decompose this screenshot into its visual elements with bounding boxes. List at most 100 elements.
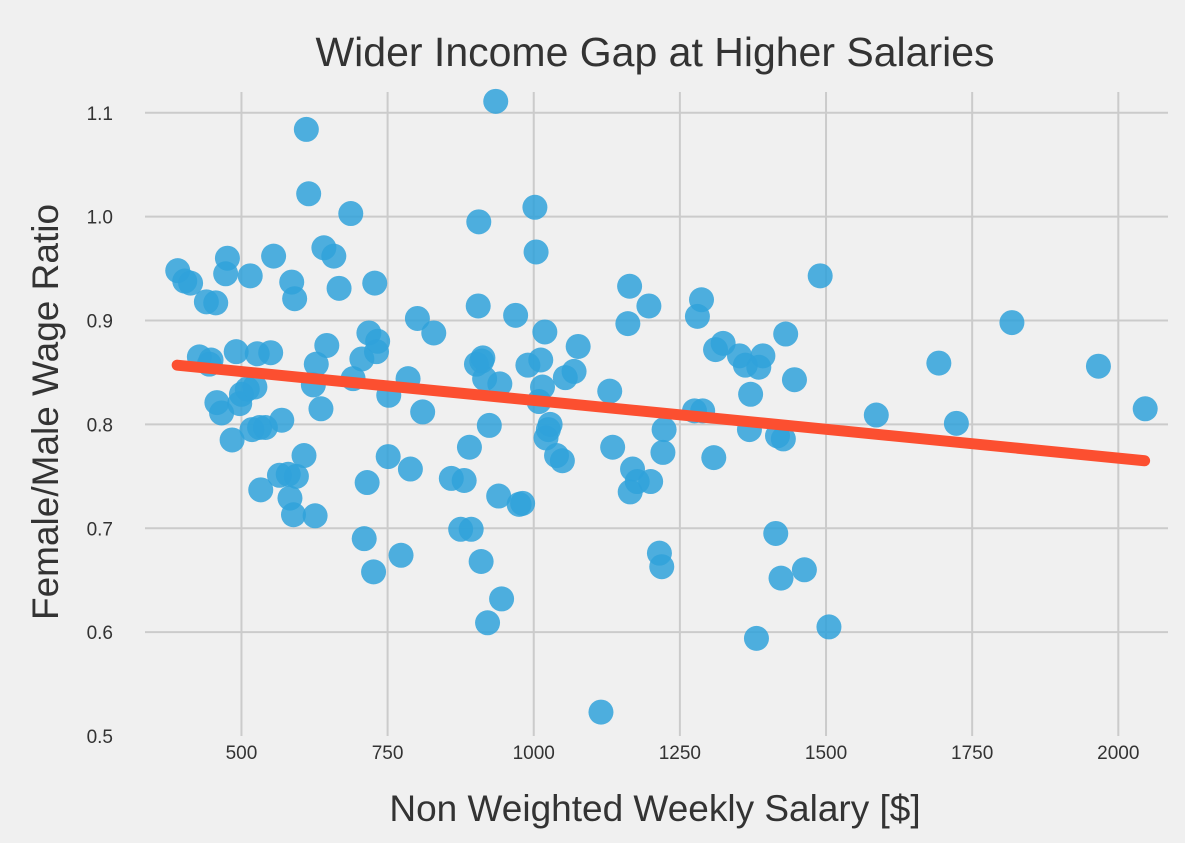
- data-point: [528, 347, 554, 373]
- y-tick-label: 0.6: [87, 623, 113, 644]
- data-point: [701, 445, 727, 471]
- data-point: [475, 610, 501, 636]
- data-point: [282, 286, 308, 312]
- data-point: [261, 243, 287, 269]
- data-point: [223, 339, 249, 365]
- data-point: [522, 194, 548, 220]
- data-point: [532, 319, 558, 345]
- x-axis-ticks: 500 750 1000 1250 1500 1750 2000: [226, 743, 1140, 764]
- data-point: [597, 378, 623, 404]
- data-point: [816, 614, 842, 640]
- data-point: [476, 412, 502, 438]
- data-point: [863, 402, 889, 428]
- data-point: [781, 367, 807, 393]
- data-point: [354, 470, 380, 496]
- data-point: [308, 396, 334, 422]
- data-point: [280, 502, 306, 528]
- data-point: [689, 287, 715, 313]
- data-point: [302, 503, 328, 529]
- data-point: [237, 263, 263, 289]
- data-point: [943, 410, 969, 436]
- data-point: [203, 290, 229, 316]
- y-tick-label: 1.1: [87, 104, 113, 125]
- data-point: [999, 310, 1025, 336]
- data-point: [636, 293, 662, 319]
- data-point: [361, 559, 387, 585]
- data-point: [269, 407, 295, 433]
- data-point: [487, 371, 513, 397]
- data-point: [219, 427, 245, 453]
- data-point: [768, 565, 794, 591]
- data-point: [375, 444, 401, 470]
- data-point: [565, 333, 591, 359]
- scatter-points: [165, 88, 1158, 725]
- data-point: [314, 332, 340, 358]
- data-point: [523, 239, 549, 265]
- data-point: [763, 520, 789, 546]
- data-point: [510, 490, 536, 516]
- y-tick-label: 1.0: [87, 208, 113, 229]
- data-point: [807, 263, 833, 289]
- x-tick-label: 1000: [513, 743, 555, 764]
- y-axis-ticks: 0.5 0.6 0.7 0.8 0.9 1.0 1.1: [87, 104, 113, 748]
- y-tick-label: 0.8: [87, 415, 113, 436]
- data-point: [1085, 353, 1111, 379]
- data-point: [530, 374, 556, 400]
- data-point: [650, 439, 676, 465]
- data-point: [388, 542, 414, 568]
- data-point: [638, 469, 664, 495]
- x-tick-label: 1250: [659, 743, 701, 764]
- trend-line: [171, 359, 1151, 467]
- y-tick-label: 0.9: [87, 312, 113, 333]
- data-point: [214, 245, 240, 271]
- data-point: [326, 275, 352, 301]
- y-tick-label: 0.7: [87, 519, 113, 540]
- data-point: [651, 417, 677, 443]
- data-point: [456, 434, 482, 460]
- data-point: [561, 358, 587, 384]
- data-point: [421, 320, 447, 346]
- data-point: [468, 548, 494, 574]
- data-point: [365, 328, 391, 354]
- data-point: [615, 311, 641, 337]
- data-point: [588, 699, 614, 725]
- chart-title: Wider Income Gap at Higher Salaries: [315, 29, 994, 75]
- data-point: [258, 340, 284, 366]
- data-point: [486, 483, 512, 509]
- data-point: [503, 302, 529, 328]
- data-point: [1132, 396, 1158, 422]
- data-point: [248, 477, 274, 503]
- data-point: [465, 293, 491, 319]
- data-point: [600, 434, 626, 460]
- data-point: [466, 209, 492, 235]
- x-tick-label: 2000: [1097, 743, 1139, 764]
- x-tick-label: 1750: [951, 743, 993, 764]
- data-point: [649, 554, 675, 580]
- y-tick-label: 0.5: [87, 727, 113, 748]
- data-point: [489, 586, 515, 612]
- x-tick-label: 1500: [805, 743, 847, 764]
- data-point: [404, 305, 430, 331]
- data-point: [483, 88, 509, 114]
- data-point: [303, 351, 329, 377]
- data-point: [296, 181, 322, 207]
- data-point: [351, 526, 377, 552]
- data-point: [458, 516, 484, 542]
- data-point: [338, 201, 364, 227]
- x-axis-label: Non Weighted Weekly Salary [$]: [389, 788, 920, 829]
- data-point: [293, 116, 319, 142]
- y-axis-label: Female/Male Wage Ratio: [25, 204, 66, 620]
- data-point: [770, 426, 796, 452]
- data-point: [283, 463, 309, 489]
- data-point: [470, 345, 496, 371]
- data-point: [750, 343, 776, 369]
- data-point: [791, 557, 817, 583]
- data-point: [242, 374, 268, 400]
- data-point: [549, 448, 575, 474]
- data-point: [321, 243, 347, 269]
- x-tick-label: 750: [372, 743, 404, 764]
- data-point: [410, 399, 436, 425]
- data-point: [451, 467, 477, 493]
